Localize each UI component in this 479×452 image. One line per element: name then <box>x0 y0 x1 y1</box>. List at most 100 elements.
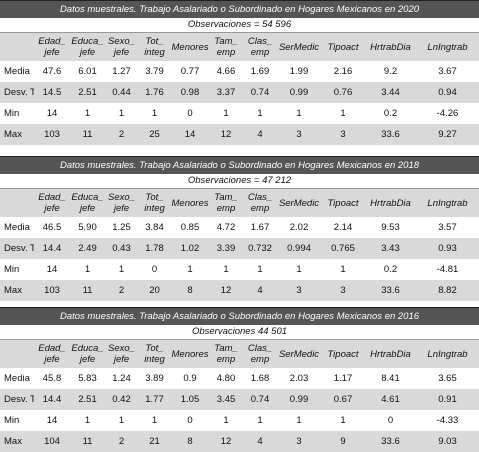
column-header: LnIngtrab <box>416 33 479 61</box>
table-cell: 1 <box>171 259 209 280</box>
table-cell: 0.2 <box>365 103 416 124</box>
column-header: SerMedic <box>277 33 321 61</box>
table-cell: 14 <box>34 410 70 431</box>
table-cell: 5.83 <box>70 368 105 389</box>
table-row: Min 14 1 1 1 0 1 1 1 1 0 -4.33 <box>0 410 479 431</box>
table-cell: 25 <box>138 124 171 145</box>
panel-title: Datos muestrales. Trabajo Asalariado o S… <box>0 156 479 174</box>
table-cell: 1 <box>209 259 243 280</box>
column-header-line: integ <box>144 47 165 58</box>
table-cell: 0.9 <box>171 368 209 389</box>
panel-title: Datos muestrales. Trabajo Asalariado o S… <box>0 307 479 325</box>
table-cell: 0.67 <box>321 389 365 410</box>
column-header-line: HrtrabDia <box>370 348 411 360</box>
table-row: Max 103 11 2 25 14 12 4 3 3 33.6 9.27 <box>0 124 479 145</box>
table-cell: 12 <box>209 431 243 452</box>
table-cell: 9.2 <box>365 61 416 82</box>
column-header: Tam_ emp <box>209 340 243 368</box>
table-cell: 1 <box>209 103 243 124</box>
table-cell: 1 <box>321 259 365 280</box>
observations-count: Observaciones = 47 212 <box>0 174 479 189</box>
row-label: Max <box>0 124 34 145</box>
table-cell: 1 <box>277 259 321 280</box>
table-cell: 5.90 <box>70 217 105 238</box>
table-cell: 0.91 <box>416 389 479 410</box>
table-row: Max 103 11 2 20 8 12 4 3 3 33.6 8.82 <box>0 280 479 301</box>
row-label: Media <box>0 368 34 389</box>
table-row: Min 14 1 1 0 1 1 1 1 1 0.2 -4.81 <box>0 259 479 280</box>
column-header-line: emp <box>250 203 270 214</box>
table-cell: 0.2 <box>365 259 416 280</box>
table-row: Media 47.6 6.01 1.27 3.79 0.77 4.66 1.69 1.99 2.1… <box>0 61 479 82</box>
column-header: Tam_ emp <box>209 189 243 217</box>
column-header: Menores <box>171 33 209 61</box>
table-cell: 0.99 <box>277 82 321 103</box>
table-cell: 1.17 <box>321 368 365 389</box>
table-cell: 1.77 <box>138 389 171 410</box>
column-header-line: HrtrabDia <box>370 197 411 209</box>
table-cell: 3.43 <box>365 238 416 259</box>
table-cell: 2.51 <box>70 82 105 103</box>
column-header-line: emp <box>216 354 236 365</box>
data-panel: Datos muestrales. Trabajo Asalariado o S… <box>0 156 479 301</box>
table-cell: 1.25 <box>105 217 138 238</box>
column-header-line: jefe <box>44 47 60 58</box>
column-header-line: SerMedic <box>278 197 320 209</box>
table-cell: 2.51 <box>70 389 105 410</box>
row-label: Max <box>0 280 34 301</box>
column-header-line: LnIngtrab <box>427 41 468 53</box>
table-cell: 1 <box>243 410 277 431</box>
table-cell: 0.74 <box>243 82 277 103</box>
column-header: HrtrabDia <box>365 189 416 217</box>
table-cell: 33.6 <box>365 431 416 452</box>
table-cell: 3.89 <box>138 368 171 389</box>
column-header: Tot_ integ <box>138 33 171 61</box>
column-header-line: Menores <box>171 348 209 360</box>
table-cell: 11 <box>70 124 105 145</box>
table-cell: 8 <box>171 431 209 452</box>
column-header-line: jefe <box>79 47 96 58</box>
column-header-line: LnIngtrab <box>427 348 468 360</box>
table-cell: 9.03 <box>416 431 479 452</box>
table-cell: 0.99 <box>277 389 321 410</box>
table-row: Media 46.5 5.90 1.25 3.84 0.85 4.72 1.67 2.02 2.1… <box>0 217 479 238</box>
column-header-line: integ <box>144 354 165 365</box>
corner-cell <box>0 33 34 61</box>
table-cell: 3.84 <box>138 217 171 238</box>
column-header-line: Menores <box>171 197 209 209</box>
table-cell: 2 <box>105 431 138 452</box>
row-label: Desv. Tip. <box>0 389 34 410</box>
column-header-line: jefe <box>79 354 96 365</box>
column-header-line: Tot_ <box>145 36 164 47</box>
table-cell: 47.6 <box>34 61 70 82</box>
column-header-line: LnIngtrab <box>427 197 468 209</box>
table-cell: 1 <box>138 410 171 431</box>
header-row: Edad_ jefe Educa_ jefe Sexo_ jefe Tot_ integ Men… <box>0 33 479 61</box>
table-cell: 0.732 <box>243 238 277 259</box>
table-cell: 14 <box>34 259 70 280</box>
column-header-line: Tam_ <box>214 192 238 203</box>
header-row: Edad_ jefe Educa_ jefe Sexo_ jefe Tot_ integ Men… <box>0 340 479 368</box>
column-header: Clas_ emp <box>243 189 277 217</box>
table-cell: 104 <box>34 431 70 452</box>
table-cell: 9.53 <box>365 217 416 238</box>
column-header-line: emp <box>216 47 236 58</box>
table-cell: 3.67 <box>416 61 479 82</box>
table-row: Desv. Tip.14.42.510.421.771.053.450.740.… <box>0 389 479 410</box>
table-cell: 103 <box>34 124 70 145</box>
table-cell: 0.94 <box>416 82 479 103</box>
table-cell: -4.26 <box>416 103 479 124</box>
table-cell: 8.82 <box>416 280 479 301</box>
table-cell: 1 <box>138 103 171 124</box>
stats-table: Edad_ jefe Educa_ jefe Sexo_ jefe Tot_ integ Men… <box>0 33 479 145</box>
table-cell: 1.68 <box>243 368 277 389</box>
row-label: Media <box>0 61 34 82</box>
column-header: Sexo_ jefe <box>105 340 138 368</box>
column-header-line: emp <box>216 203 236 214</box>
table-cell: 3.39 <box>209 238 243 259</box>
column-header: Tipoact <box>321 189 365 217</box>
column-header-line: Educa_ <box>71 36 104 47</box>
stats-table: Edad_ jefe Educa_ jefe Sexo_ jefe Tot_ integ Men… <box>0 189 479 301</box>
table-cell: 1 <box>70 410 105 431</box>
table-cell: 14.5 <box>34 82 70 103</box>
